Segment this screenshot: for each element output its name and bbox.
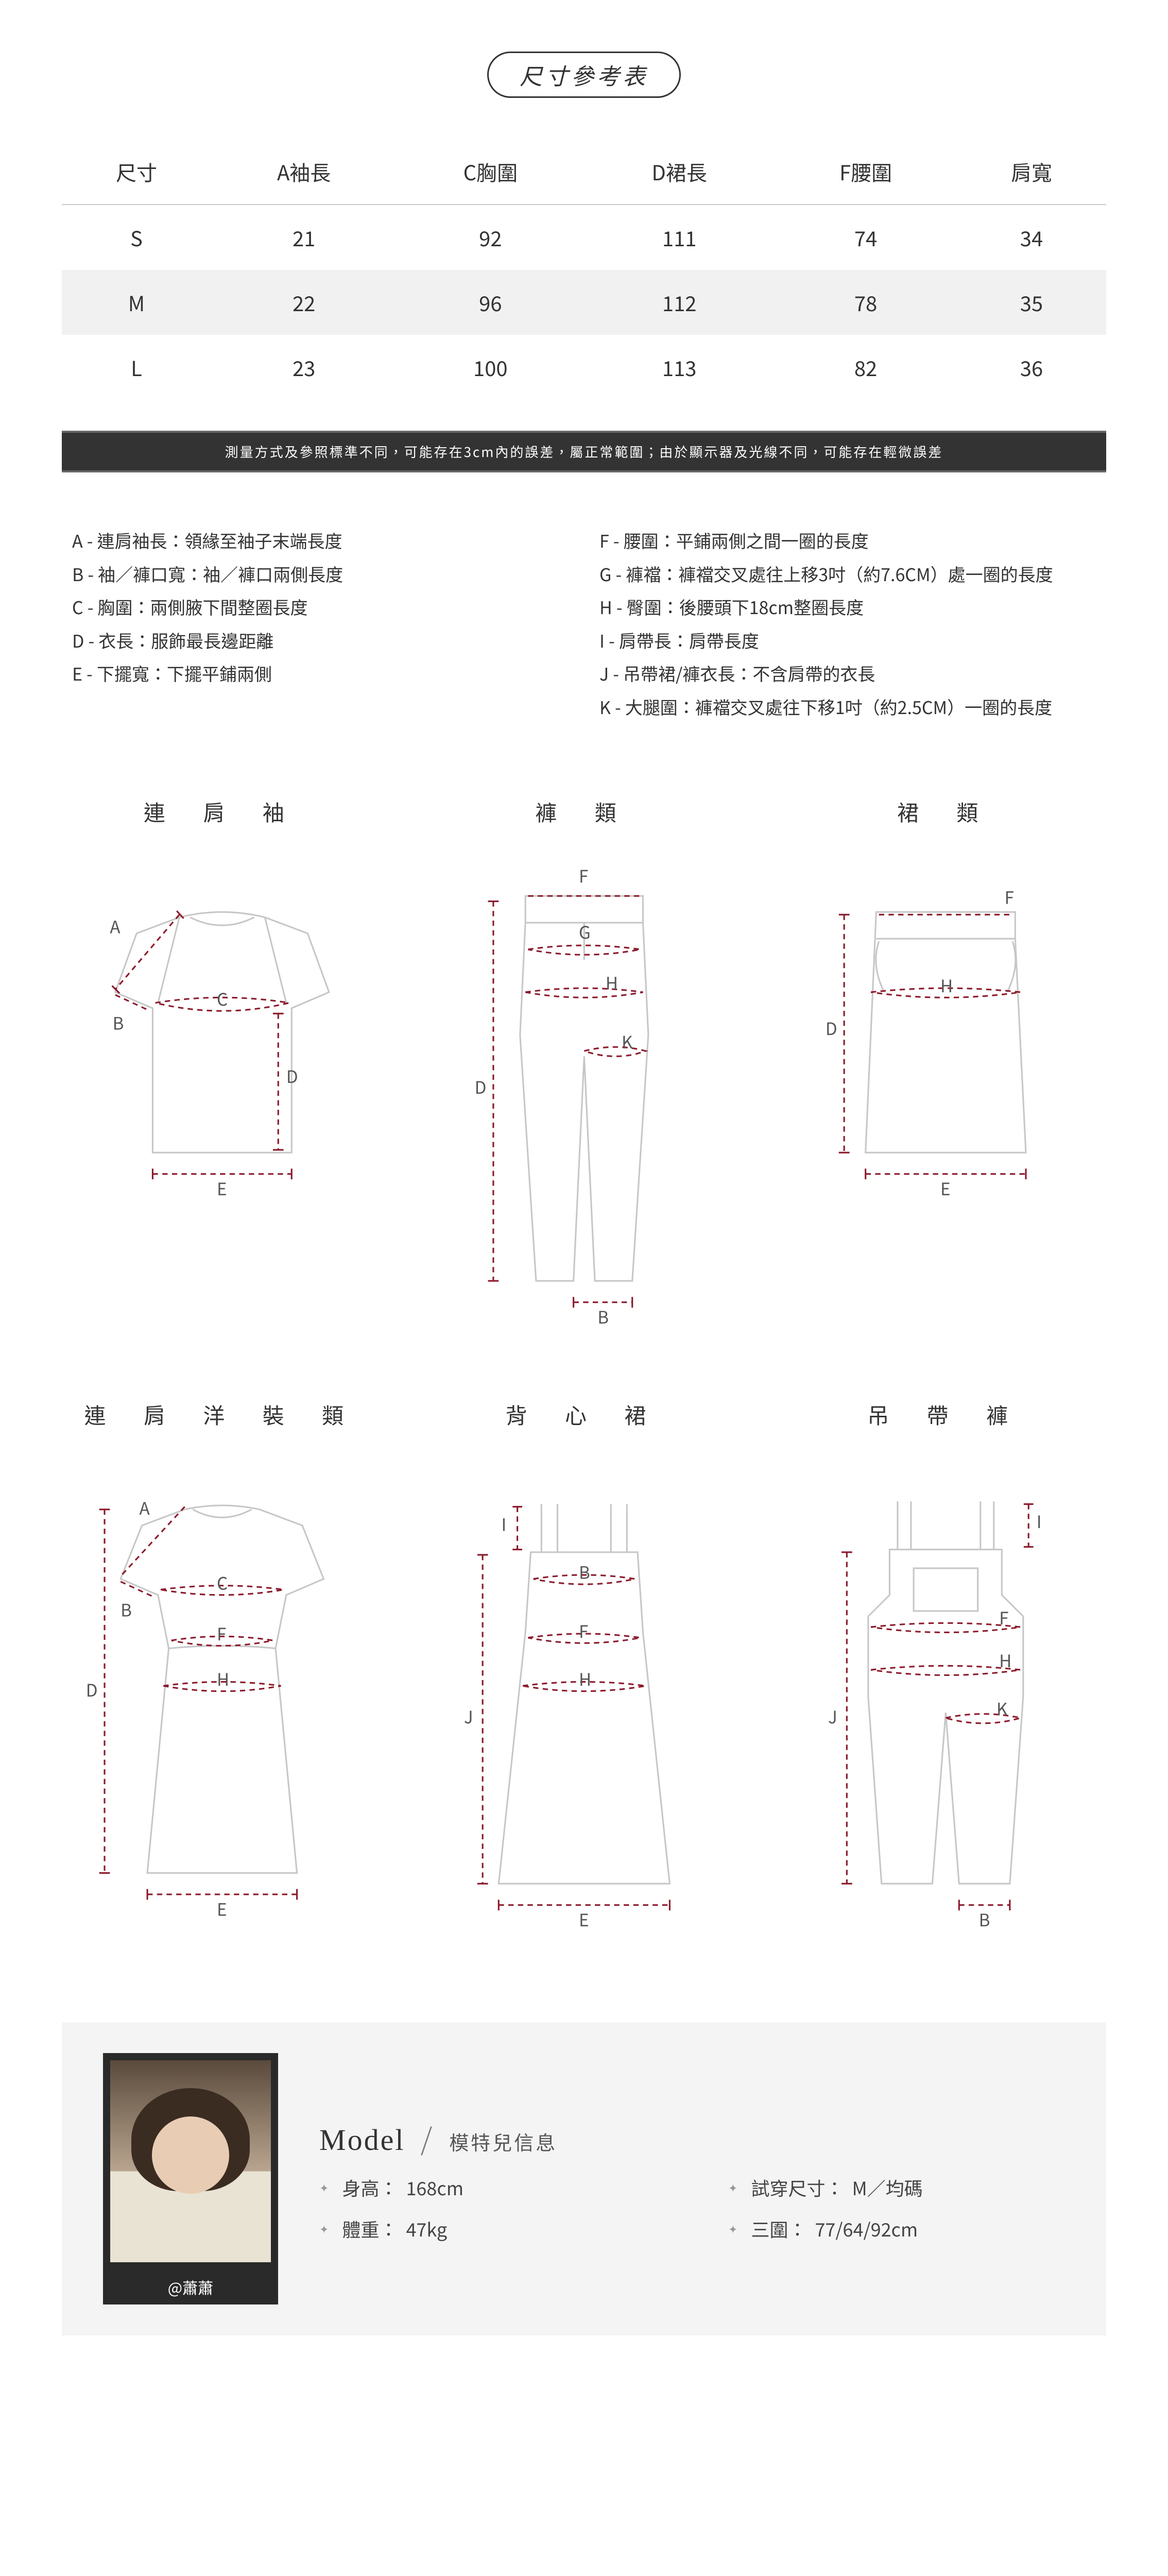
definitions-right: F - 腰圍：平鋪兩側之間一圈的長度 G - 褲襠：褲襠交叉處往上移3吋（約7.… — [599, 524, 1096, 724]
svg-text:B: B — [979, 1906, 990, 1931]
svg-text:E: E — [217, 1895, 227, 1921]
svg-text:F: F — [999, 1604, 1008, 1629]
overalls-svg: I F H K J B — [785, 1456, 1106, 1937]
svg-text:B: B — [579, 1558, 590, 1584]
diagram-overalls: 吊 帶 褲 I F H K J B — [785, 1399, 1106, 1940]
svg-text:E: E — [940, 1175, 951, 1200]
size-table: 尺寸 A袖長 C胸圍 D裙長 F腰圍 肩寬 S21921117434 M2296… — [62, 139, 1106, 400]
svg-text:E: E — [217, 1175, 227, 1200]
svg-text:K: K — [997, 1695, 1008, 1720]
svg-text:I: I — [501, 1511, 506, 1536]
col-sleeve: A袖長 — [211, 139, 397, 205]
svg-text:B: B — [597, 1303, 609, 1329]
diagram-title: 背 心 裙 — [424, 1399, 745, 1430]
raglan-dress-svg: A B C F H D E — [62, 1456, 383, 1937]
def-item: G - 褲襠：褲襠交叉處往上移3吋（約7.6CM）處一圈的長度 — [599, 557, 1096, 591]
stat-bwh: 三圍：77/64/92cm — [728, 2215, 1065, 2242]
def-item: I - 肩帶長：肩帶長度 — [599, 624, 1096, 657]
size-table-header-row: 尺寸 A袖長 C胸圍 D裙長 F腰圍 肩寬 — [62, 139, 1106, 205]
cami-dress-svg: I B F H J E — [424, 1456, 745, 1937]
def-item: C - 胸圍：兩側腋下間整圈長度 — [72, 590, 569, 624]
def-item: A - 連肩袖長：領緣至袖子末端長度 — [72, 524, 569, 557]
model-handle: @蕭蕭 — [103, 2269, 278, 2304]
table-row: S21921117434 — [62, 205, 1106, 270]
table-row: L231001138236 — [62, 335, 1106, 400]
def-item: B - 袖／褲口寬：袖／褲口兩側長度 — [72, 557, 569, 591]
model-photo-frame: @蕭蕭 — [103, 2053, 278, 2304]
model-heading: Model / 模特兒信息 — [319, 2115, 1065, 2159]
svg-text:A: A — [110, 913, 121, 938]
col-shoulder: 肩寬 — [957, 139, 1106, 205]
def-item: D - 衣長：服飾最長邊距離 — [72, 624, 569, 657]
title-row: 尺寸參考表 — [62, 52, 1106, 98]
svg-text:J: J — [463, 1703, 473, 1728]
svg-text:H: H — [579, 1666, 591, 1691]
stat-height: 身高：168cm — [319, 2174, 656, 2201]
def-item: J - 吊帶裙/褲衣長：不含肩帶的衣長 — [599, 657, 1096, 690]
svg-text:B: B — [113, 1009, 124, 1035]
definitions-left: A - 連肩袖長：領緣至袖子末端長度 B - 袖／褲口寬：袖／褲口兩側長度 C … — [72, 524, 569, 724]
svg-text:D: D — [86, 1676, 98, 1702]
col-size: 尺寸 — [62, 139, 211, 205]
svg-text:H: H — [940, 972, 953, 997]
diagram-title: 褲 類 — [424, 796, 745, 827]
svg-text:H: H — [999, 1647, 1011, 1672]
stat-weight: 體重：47kg — [319, 2215, 656, 2242]
svg-text:F: F — [579, 1617, 588, 1642]
svg-text:J: J — [828, 1703, 837, 1728]
model-info: Model / 模特兒信息 身高：168cm 試穿尺寸：M／均碼 體重：47kg… — [319, 2115, 1065, 2242]
col-waist: F腰圍 — [775, 139, 957, 205]
svg-text:G: G — [579, 919, 591, 944]
model-photo — [103, 2053, 278, 2269]
col-chest: C胸圍 — [397, 139, 584, 205]
svg-text:D: D — [474, 1074, 486, 1099]
svg-text:F: F — [1005, 884, 1014, 909]
stat-size: 試穿尺寸：M／均碼 — [728, 2174, 1065, 2201]
diagram-title: 吊 帶 褲 — [785, 1399, 1106, 1430]
diagram-pants: 褲 類 F G H K D B — [424, 796, 745, 1337]
svg-text:H: H — [606, 969, 618, 994]
def-item: H - 臀圍：後腰頭下18cm整圈長度 — [599, 590, 1096, 624]
svg-text:A: A — [139, 1495, 150, 1520]
page-title: 尺寸參考表 — [487, 52, 681, 98]
svg-text:B: B — [121, 1596, 132, 1621]
pants-svg: F G H K D B — [424, 853, 745, 1334]
model-stats: 身高：168cm 試穿尺寸：M／均碼 體重：47kg 三圍：77/64/92cm — [319, 2174, 1065, 2242]
diagram-raglan-dress: 連 肩 洋 裝 類 A B C F H D E — [62, 1399, 383, 1940]
svg-text:F: F — [217, 1620, 226, 1646]
svg-text:C: C — [217, 985, 228, 1010]
def-item: K - 大腿圍：褲襠交叉處往下移1吋（約2.5CM）一圈的長度 — [599, 690, 1096, 724]
def-item: E - 下擺寬：下擺平鋪兩側 — [72, 657, 569, 690]
raglan-top-svg: A B C D E — [62, 853, 383, 1238]
svg-text:H: H — [217, 1666, 229, 1691]
measurement-definitions: A - 連肩袖長：領緣至袖子末端長度 B - 袖／褲口寬：袖／褲口兩側長度 C … — [62, 524, 1106, 724]
disclaimer-bar: 測量方式及參照標準不同，可能存在3cm內的誤差，屬正常範圍；由於顯示器及光線不同… — [62, 431, 1106, 472]
svg-text:C: C — [217, 1569, 228, 1595]
model-info-box: @蕭蕭 Model / 模特兒信息 身高：168cm 試穿尺寸：M／均碼 體重：… — [62, 2022, 1106, 2335]
diagram-title: 裙 類 — [785, 796, 1106, 827]
diagram-skirt: 裙 類 F H D E — [785, 796, 1106, 1337]
diagram-raglan-top: 連 肩 袖 A B C D E — [62, 796, 383, 1337]
diagram-title: 連 肩 洋 裝 類 — [62, 1399, 383, 1430]
col-length: D裙長 — [584, 139, 775, 205]
diagram-cami-dress: 背 心 裙 I B F H J E — [424, 1399, 745, 1940]
svg-text:D: D — [286, 1063, 298, 1088]
svg-text:D: D — [826, 1014, 837, 1040]
table-row: M22961127835 — [62, 270, 1106, 335]
diagram-title: 連 肩 袖 — [62, 796, 383, 827]
svg-text:K: K — [622, 1028, 633, 1053]
def-item: F - 腰圍：平鋪兩側之間一圈的長度 — [599, 524, 1096, 557]
garment-diagrams: 連 肩 袖 A B C D E 褲 類 F G — [62, 796, 1106, 1940]
svg-text:E: E — [579, 1906, 589, 1931]
svg-text:F: F — [579, 862, 588, 888]
skirt-svg: F H D E — [785, 853, 1106, 1238]
svg-text:I: I — [1037, 1508, 1042, 1533]
